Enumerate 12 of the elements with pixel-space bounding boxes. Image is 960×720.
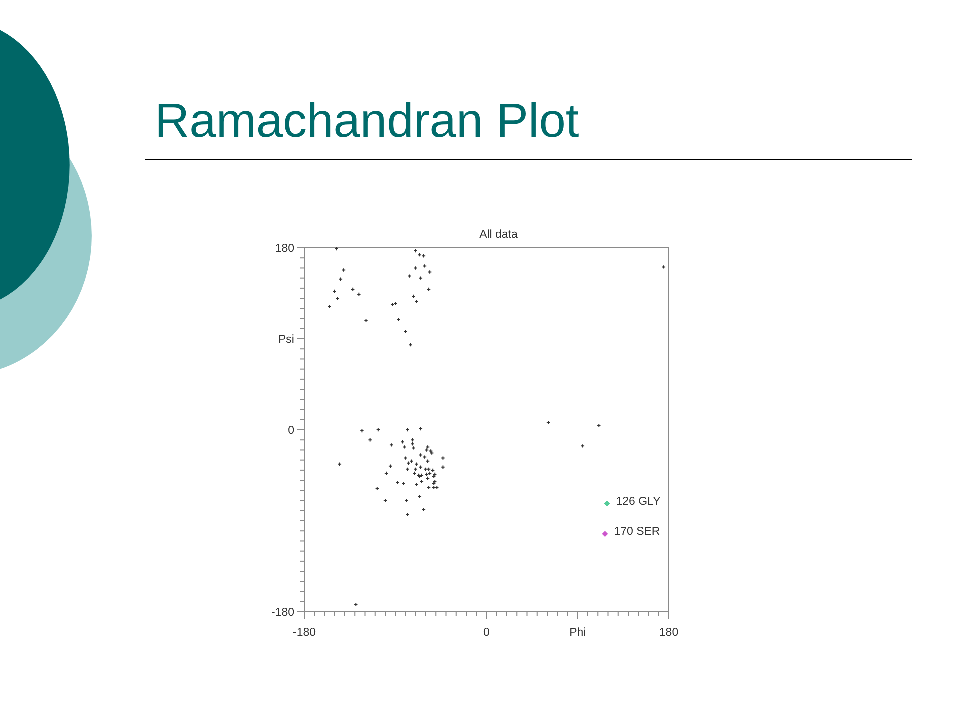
y-tick-label: Psi (278, 334, 294, 346)
x-tick-label: 180 (659, 627, 679, 639)
x-tick-label: 0 (484, 627, 490, 639)
y-tick-label: 0 (288, 425, 294, 437)
x-tick-label: Phi (570, 627, 586, 639)
y-tick-label: 180 (275, 243, 294, 255)
series-label: 170 SER (614, 526, 660, 538)
y-tick-label: -180 (271, 607, 294, 619)
x-tick-label: -180 (292, 627, 316, 639)
series-label: 126 GLY (616, 496, 662, 508)
chart-subtitle: All data (480, 229, 519, 241)
chart-title: Ramachandran Plot (155, 95, 580, 148)
